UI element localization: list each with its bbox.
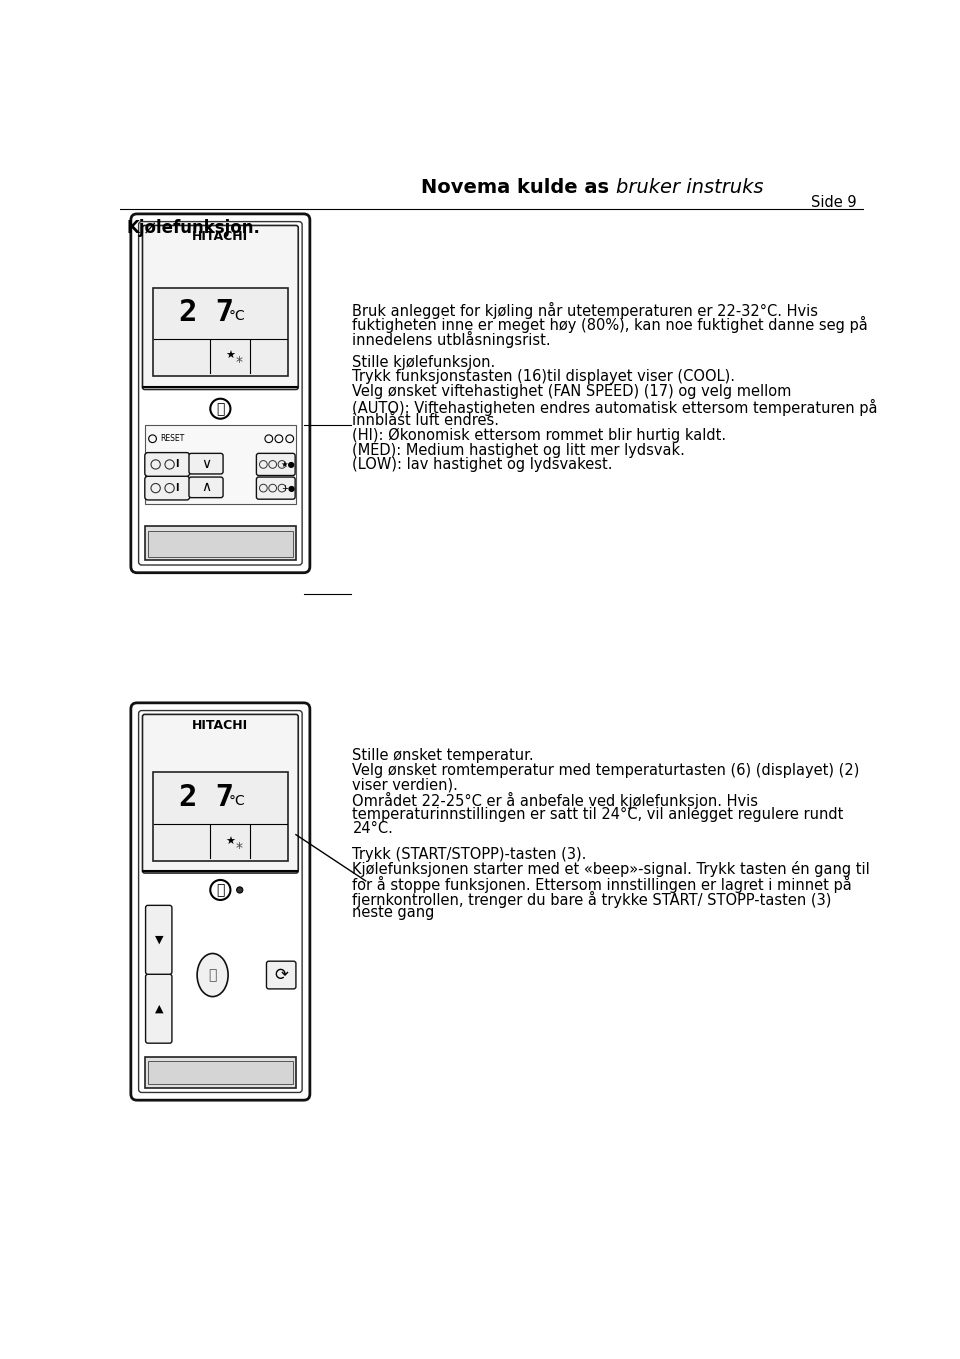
Text: *: *	[235, 841, 243, 855]
Text: Området 22-25°C er å anbefale ved kjølefunksjon. Hvis: Området 22-25°C er å anbefale ved kjølef…	[352, 792, 758, 809]
Text: Bruk anlegget for kjøling når utetemperaturen er 22-32°C. Hvis: Bruk anlegget for kjøling når utetempera…	[352, 302, 819, 319]
Text: 2 7: 2 7	[179, 783, 234, 811]
Ellipse shape	[197, 954, 228, 996]
Text: ▼: ▼	[155, 935, 163, 945]
FancyBboxPatch shape	[189, 454, 223, 474]
Text: °C: °C	[229, 308, 246, 323]
Text: (AUTO): Viftehastigheten endres automatisk ettersom temperaturen på: (AUTO): Viftehastigheten endres automati…	[352, 398, 878, 416]
Circle shape	[210, 398, 230, 419]
Text: Stille ønsket temperatur.: Stille ønsket temperatur.	[352, 749, 534, 764]
Text: Novema kulde as: Novema kulde as	[421, 178, 616, 197]
FancyBboxPatch shape	[256, 454, 295, 476]
Text: innblåst luft endres.: innblåst luft endres.	[352, 413, 499, 428]
Text: ▲: ▲	[155, 1004, 163, 1014]
Text: °C: °C	[229, 794, 246, 807]
FancyBboxPatch shape	[142, 715, 299, 872]
Text: HITACHI: HITACHI	[192, 231, 249, 243]
Text: fjernkontrollen, trenger du bare å trykke START/ STOPP-tasten (3): fjernkontrollen, trenger du bare å trykk…	[352, 890, 832, 908]
Bar	[145, 526, 296, 560]
Text: 24°C.: 24°C.	[352, 821, 394, 836]
Text: 🔥: 🔥	[208, 968, 217, 983]
Bar	[148, 1061, 293, 1084]
Text: Kjølefunksjonen starter med et «beep»-signal. Trykk tasten én gang til: Kjølefunksjonen starter med et «beep»-si…	[352, 862, 871, 878]
Text: ⏼: ⏼	[216, 402, 225, 416]
Text: temperaturinnstillingen er satt til 24°C, vil anlegget regulere rundt: temperaturinnstillingen er satt til 24°C…	[352, 807, 844, 822]
Text: I: I	[176, 459, 180, 469]
Text: ⏼: ⏼	[216, 883, 225, 897]
Text: Kjølefunksjon.: Kjølefunksjon.	[126, 219, 260, 236]
FancyBboxPatch shape	[267, 961, 296, 989]
Bar	[153, 288, 288, 375]
FancyBboxPatch shape	[189, 477, 223, 497]
FancyBboxPatch shape	[146, 905, 172, 974]
Text: *: *	[235, 356, 243, 370]
Text: (HI): Økonomisk ettersom rommet blir hurtig kaldt.: (HI): Økonomisk ettersom rommet blir hur…	[352, 428, 727, 443]
FancyBboxPatch shape	[131, 703, 310, 1101]
Text: RESET: RESET	[160, 435, 184, 443]
Text: Stille kjølefunksjon.: Stille kjølefunksjon.	[352, 355, 495, 370]
Text: (LOW): lav hastighet og lydsvakest.: (LOW): lav hastighet og lydsvakest.	[352, 457, 613, 472]
Text: 2 7: 2 7	[179, 298, 234, 328]
Bar	[153, 772, 288, 862]
Text: HITACHI: HITACHI	[192, 719, 249, 733]
Text: I: I	[176, 482, 180, 493]
Text: ★: ★	[225, 352, 235, 361]
Circle shape	[236, 887, 243, 893]
Text: Trykk funksjonstasten (16)til displayet viser (COOL).: Trykk funksjonstasten (16)til displayet …	[352, 370, 735, 385]
Text: viser verdien).: viser verdien).	[352, 777, 458, 792]
Text: bruker instruks: bruker instruks	[616, 178, 763, 197]
Text: ⟳: ⟳	[275, 966, 288, 984]
Text: ★: ★	[225, 837, 235, 847]
Text: ★●: ★●	[280, 459, 296, 469]
Text: innedelens utblåsningsrist.: innedelens utblåsningsrist.	[352, 332, 551, 348]
Text: +●: +●	[281, 484, 296, 492]
Circle shape	[210, 879, 230, 900]
FancyBboxPatch shape	[145, 453, 190, 476]
FancyBboxPatch shape	[131, 213, 310, 572]
Text: neste gang: neste gang	[352, 905, 435, 920]
Text: fuktigheten inne er meget høy (80%), kan noe fuktighet danne seg på: fuktigheten inne er meget høy (80%), kan…	[352, 317, 868, 333]
Text: ∧: ∧	[201, 480, 211, 495]
FancyBboxPatch shape	[142, 226, 299, 390]
FancyBboxPatch shape	[256, 477, 295, 499]
Text: (MED): Medium hastighet og litt mer lydsvak.: (MED): Medium hastighet og litt mer lyds…	[352, 443, 685, 458]
Text: for å stoppe funksjonen. Ettersom innstillingen er lagret i minnet på: for å stoppe funksjonen. Ettersom innsti…	[352, 877, 852, 893]
Text: Velg ønsket viftehastighet (FAN SPEED) (17) og velg mellom: Velg ønsket viftehastighet (FAN SPEED) (…	[352, 385, 792, 400]
FancyBboxPatch shape	[145, 476, 190, 500]
Text: ∨: ∨	[201, 457, 211, 470]
Bar	[145, 1057, 296, 1087]
Bar	[148, 531, 293, 557]
FancyBboxPatch shape	[146, 974, 172, 1044]
Text: Trykk (START/STOPP)-tasten (3).: Trykk (START/STOPP)-tasten (3).	[352, 847, 587, 862]
Text: Side 9: Side 9	[810, 196, 856, 211]
Bar	[145, 425, 296, 504]
Text: Velg ønsket romtemperatur med temperaturtasten (6) (displayet) (2): Velg ønsket romtemperatur med temperatur…	[352, 762, 860, 777]
